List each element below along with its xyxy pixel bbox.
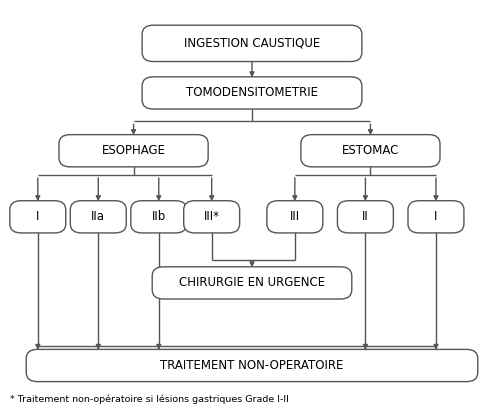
FancyBboxPatch shape (59, 135, 208, 167)
Text: TRAITEMENT NON-OPERATOIRE: TRAITEMENT NON-OPERATOIRE (160, 359, 344, 372)
FancyBboxPatch shape (301, 135, 440, 167)
FancyBboxPatch shape (338, 201, 393, 233)
FancyBboxPatch shape (408, 201, 464, 233)
Text: II: II (362, 210, 369, 223)
FancyBboxPatch shape (142, 25, 362, 62)
Text: INGESTION CAUSTIQUE: INGESTION CAUSTIQUE (184, 37, 320, 50)
FancyBboxPatch shape (142, 77, 362, 109)
Text: I: I (36, 210, 39, 223)
FancyBboxPatch shape (152, 267, 352, 299)
FancyBboxPatch shape (267, 201, 323, 233)
Text: * Traitement non-opératoire si lésions gastriques Grade I-II: * Traitement non-opératoire si lésions g… (10, 394, 289, 404)
Text: I: I (434, 210, 437, 223)
Text: III*: III* (204, 210, 220, 223)
Text: IIb: IIb (152, 210, 166, 223)
Text: ESOPHAGE: ESOPHAGE (102, 144, 165, 157)
FancyBboxPatch shape (71, 201, 126, 233)
FancyBboxPatch shape (131, 201, 186, 233)
FancyBboxPatch shape (10, 201, 66, 233)
Text: III: III (290, 210, 300, 223)
FancyBboxPatch shape (26, 349, 478, 382)
Text: ESTOMAC: ESTOMAC (342, 144, 399, 157)
Text: TOMODENSITOMETRIE: TOMODENSITOMETRIE (186, 86, 318, 100)
Text: CHIRURGIE EN URGENCE: CHIRURGIE EN URGENCE (179, 276, 325, 290)
FancyBboxPatch shape (183, 201, 239, 233)
Text: IIa: IIa (91, 210, 105, 223)
